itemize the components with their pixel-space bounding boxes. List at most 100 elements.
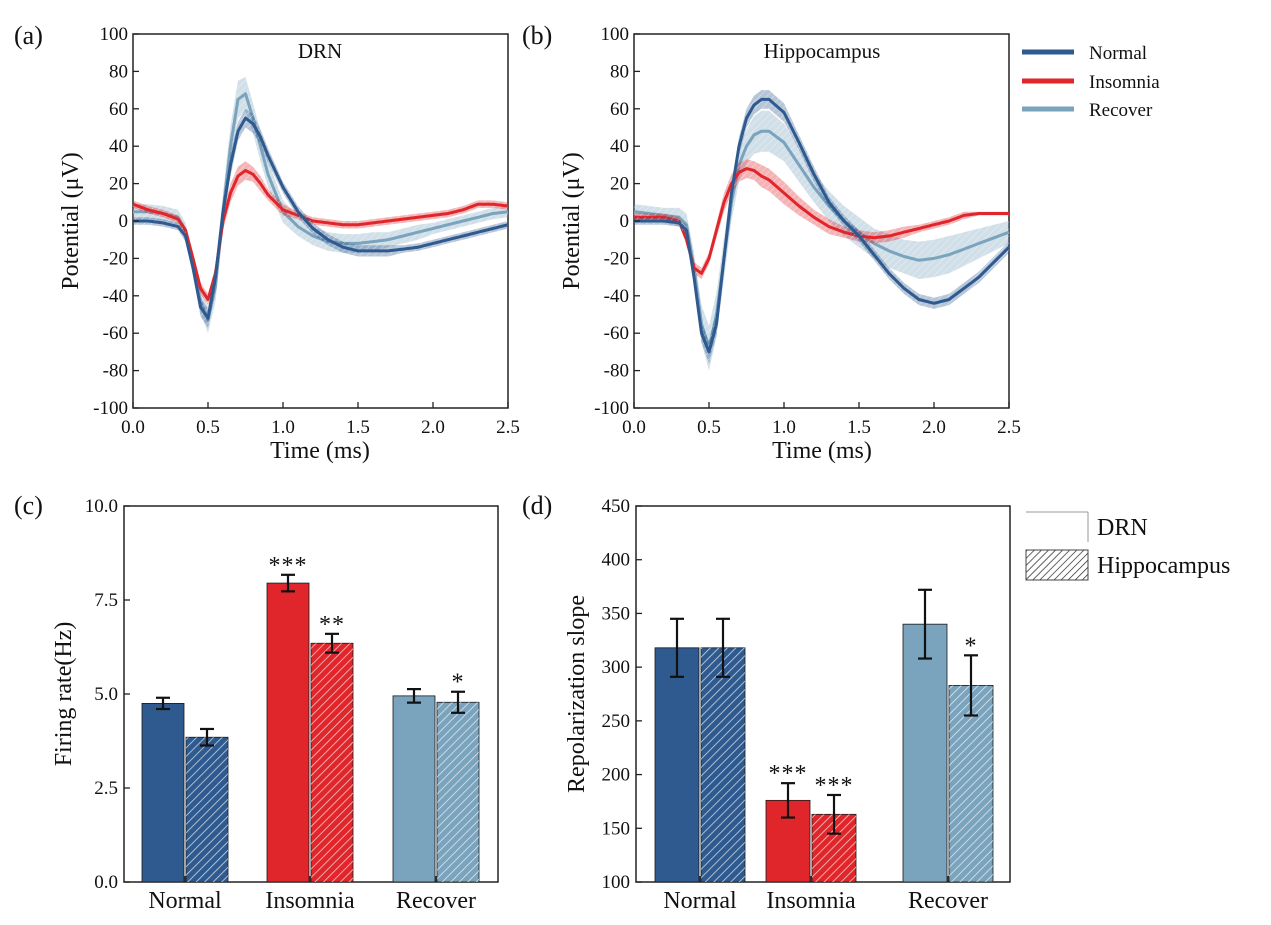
y-tick-label: 0.0 (94, 872, 118, 893)
tick-group: 100 150 200 250 300 350 400 450 Normal Insomnia Re… (602, 496, 988, 914)
x-tick-label: 2.0 (922, 417, 946, 438)
y-tick-label: 400 (602, 550, 631, 571)
y-tick-label: 350 (602, 603, 631, 624)
bar-hatch (186, 737, 228, 882)
y-tick-label: 100 (602, 872, 631, 893)
bar-recover-drn (392, 695, 436, 883)
x-axis-title: Time (ms) (270, 438, 370, 464)
x-tick-label: 1.5 (346, 417, 370, 438)
y-tick-label: 5.0 (94, 684, 118, 705)
bar-hatch (949, 685, 993, 882)
legend-label-hippocampus: Hippocampus (1097, 553, 1230, 579)
x-tick-label: 2.0 (421, 417, 445, 438)
x-tick-label: 2.5 (997, 417, 1021, 438)
error-bar (716, 617, 730, 678)
error-bar (964, 654, 978, 717)
x-axis-title: Time (ms) (772, 438, 872, 464)
error-bar (918, 588, 932, 660)
legend-swatch-hippocampus (1025, 549, 1089, 581)
x-tick-label: 2.5 (496, 417, 520, 438)
panel-label: (c) (14, 491, 43, 520)
legend-label-drn: DRN (1097, 515, 1148, 541)
y-tick-label: 20 (109, 174, 128, 195)
y-tick-label: 40 (610, 136, 629, 157)
y-tick-label: -100 (594, 398, 629, 419)
error-bar (325, 632, 339, 654)
y-tick-label: 450 (602, 496, 631, 517)
y-tick-label: 80 (109, 61, 128, 82)
y-tick-label: 250 (602, 711, 631, 732)
panel-b-line-chart: (b) Hippocampus Potential (μV) Time (ms)… (522, 21, 1021, 464)
bar-legend: DRN Hippocampus (1025, 511, 1230, 581)
x-tick-label: 1.0 (772, 417, 796, 438)
panel-c-bar-chart: (c) Firing rate(Hz) ****** 0.02.55.07.51… (14, 491, 499, 914)
y-tick-label: -80 (103, 361, 128, 382)
significance-marker: *** (269, 553, 308, 579)
y-tick-label: 20 (610, 174, 629, 195)
error-bar (781, 782, 795, 819)
error-bar (281, 573, 295, 593)
bar-group: ****** (141, 553, 480, 883)
panel-label: (b) (522, 21, 552, 50)
y-tick-label: -20 (103, 248, 128, 269)
bar-normal-drn (141, 703, 185, 883)
y-axis-title: Firing rate(Hz) (51, 622, 77, 767)
y-tick-label: 0 (620, 211, 630, 232)
significance-marker: * (965, 633, 978, 659)
category-label: Insomnia (766, 888, 856, 914)
y-tick-label: -80 (604, 361, 629, 382)
legend-swatch-drn (1026, 512, 1088, 542)
error-bar (156, 696, 170, 711)
category-label: Recover (396, 888, 476, 914)
error-bar (200, 727, 214, 747)
chart-title: DRN (298, 39, 342, 63)
tick-group: 0.0 2.5 5.0 7.5 10.0 Normal Insomnia Recover (85, 496, 476, 914)
y-tick-label: 60 (610, 99, 629, 120)
x-tick-label: 0.5 (697, 417, 721, 438)
legend-label-insomnia: Insomnia (1089, 72, 1160, 93)
y-tick-label: 100 (601, 24, 630, 45)
y-tick-label: -100 (93, 398, 128, 419)
chart-title: Hippocampus (764, 39, 881, 63)
x-tick-label: 0.0 (622, 417, 646, 438)
significance-marker: * (452, 670, 465, 696)
y-tick-label: 40 (109, 136, 128, 157)
error-bar (670, 617, 684, 678)
category-label: Insomnia (265, 888, 355, 914)
legend-label-recover: Recover (1089, 100, 1153, 121)
bar-insomnia-drn (266, 582, 310, 883)
bar-normal-drn (654, 647, 700, 883)
band-hatch-recover (634, 110, 1009, 371)
band-recover (133, 77, 508, 334)
bar-hatch (311, 643, 353, 882)
series-line-normal (634, 97, 1011, 354)
panel-label: (d) (522, 491, 552, 520)
x-tick-label: 1.5 (847, 417, 871, 438)
panel-a-line-chart: (a) DRN Potential (μV) Time (ms) 100 80 60… (14, 21, 520, 464)
category-label: Normal (148, 888, 222, 914)
y-axis-title: Potential (μV) (58, 152, 84, 290)
panel-label: (a) (14, 21, 43, 50)
y-tick-label: 10.0 (85, 496, 118, 517)
x-tick-label: 0.0 (121, 417, 145, 438)
y-tick-label: 0 (119, 211, 129, 232)
significance-marker: *** (815, 773, 854, 799)
y-tick-label: 300 (602, 657, 631, 678)
series-group (132, 77, 509, 334)
y-tick-label: 60 (109, 99, 128, 120)
bar-hatch (437, 702, 479, 882)
series-line-insomnia (634, 167, 1009, 275)
y-tick-label: -40 (604, 286, 629, 307)
significance-marker: *** (769, 761, 808, 787)
error-bar (827, 793, 841, 835)
bar-hatch (701, 647, 745, 882)
y-tick-label: 80 (610, 61, 629, 82)
y-tick-label: 100 (100, 24, 129, 45)
y-axis-title: Repolarization slope (564, 595, 590, 793)
series-line-normal (133, 116, 509, 320)
bar-recover-drn (902, 623, 948, 883)
category-label: Recover (908, 888, 988, 914)
